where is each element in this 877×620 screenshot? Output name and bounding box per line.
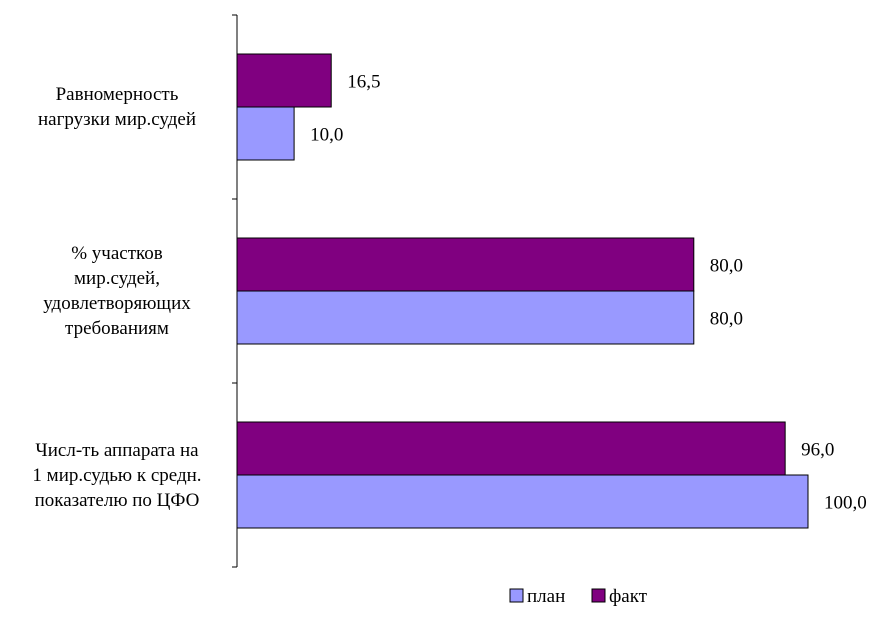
- category-label: Числ-ть аппарата на 1 мир.судью к средн. п…: [7, 438, 227, 513]
- bar-fact: [236, 421, 786, 476]
- category-label-line: показателю по ЦФО: [34, 489, 200, 511]
- category-label-line: мир.судей,: [74, 268, 160, 289]
- data-label: 100,0: [824, 493, 867, 514]
- data-label: 80,0: [710, 256, 743, 277]
- bar-fact: [236, 237, 695, 292]
- legend: план факт: [509, 586, 648, 607]
- category-label-line: 1 мир.судью к средн.: [32, 464, 202, 486]
- category-label-line: Равномерность: [55, 84, 179, 105]
- bar-plan: [236, 290, 695, 345]
- bar-plan: [236, 106, 295, 161]
- legend-label: факт: [609, 586, 648, 607]
- legend-label: план: [527, 586, 565, 607]
- legend-swatch-fact: [591, 588, 606, 603]
- data-label: 10,0: [310, 125, 343, 146]
- data-label: 96,0: [801, 440, 834, 461]
- bar-fact: [236, 53, 332, 108]
- bar-plan: [236, 474, 809, 529]
- category-label-line: нагрузки мир.судей: [38, 109, 196, 130]
- category-label-line: требованиям: [65, 318, 169, 339]
- category-label: Равномерность нагрузки мир.судей: [7, 82, 227, 132]
- category-label: % участков мир.судей, удовлетворяющих требо…: [7, 241, 227, 341]
- category-label-line: Числ-ть аппарата на: [35, 439, 199, 461]
- category-label-line: удовлетворяющих: [43, 293, 191, 314]
- data-label: 80,0: [710, 309, 743, 330]
- legend-swatch-plan: [509, 588, 524, 603]
- category-label-line: % участков: [71, 243, 163, 264]
- data-label: 16,5: [347, 72, 380, 93]
